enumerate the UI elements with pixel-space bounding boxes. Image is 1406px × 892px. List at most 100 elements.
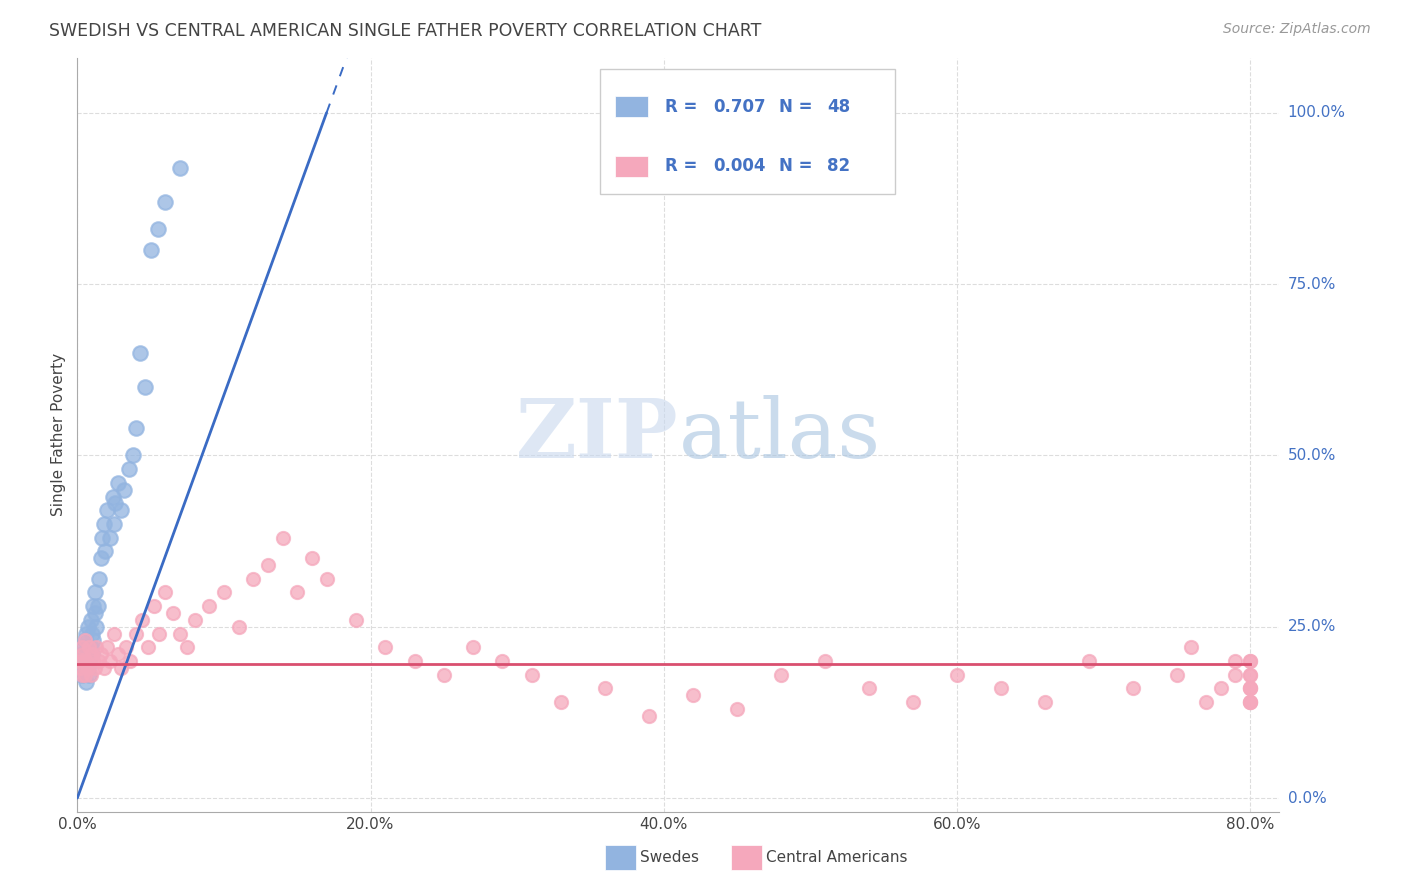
Point bbox=[374, 640, 396, 655]
Point bbox=[125, 626, 148, 640]
Point bbox=[1239, 681, 1261, 696]
Point bbox=[98, 654, 121, 668]
Point bbox=[129, 345, 152, 359]
Point bbox=[1239, 654, 1261, 668]
Point bbox=[1180, 640, 1202, 655]
Point bbox=[79, 667, 101, 681]
Point bbox=[86, 640, 108, 655]
Point bbox=[90, 647, 112, 661]
Point bbox=[75, 674, 97, 689]
Point bbox=[491, 654, 513, 668]
Point bbox=[77, 654, 100, 668]
Point bbox=[82, 633, 104, 648]
Point bbox=[433, 667, 456, 681]
Point bbox=[69, 661, 91, 675]
Point bbox=[148, 626, 170, 640]
Point bbox=[1195, 695, 1218, 709]
Text: Source: ZipAtlas.com: Source: ZipAtlas.com bbox=[1223, 22, 1371, 37]
Point bbox=[107, 475, 129, 490]
Point bbox=[73, 633, 96, 648]
Point bbox=[70, 647, 93, 661]
Point bbox=[75, 626, 97, 640]
Point bbox=[344, 613, 367, 627]
Point bbox=[96, 503, 118, 517]
Point bbox=[131, 613, 153, 627]
Point bbox=[77, 667, 100, 681]
Point bbox=[1239, 681, 1261, 696]
Point bbox=[242, 572, 264, 586]
Point bbox=[70, 667, 93, 681]
Text: 0.004: 0.004 bbox=[713, 157, 766, 176]
Text: 48: 48 bbox=[828, 97, 851, 116]
Point bbox=[1239, 654, 1261, 668]
Point bbox=[103, 516, 125, 531]
Text: 75.0%: 75.0% bbox=[1288, 277, 1336, 292]
Point bbox=[101, 490, 124, 504]
Text: N =: N = bbox=[779, 97, 818, 116]
Point bbox=[70, 640, 93, 655]
Point bbox=[72, 654, 94, 668]
Text: 82: 82 bbox=[828, 157, 851, 176]
Point bbox=[110, 503, 132, 517]
Point bbox=[76, 661, 98, 675]
Point bbox=[76, 620, 98, 634]
Point bbox=[990, 681, 1012, 696]
Point bbox=[1239, 695, 1261, 709]
Point bbox=[1239, 681, 1261, 696]
Point bbox=[125, 421, 148, 435]
Text: atlas: atlas bbox=[679, 395, 880, 475]
Point bbox=[70, 667, 93, 681]
Point bbox=[271, 531, 294, 545]
Point bbox=[73, 667, 96, 681]
Point bbox=[1033, 695, 1056, 709]
Point bbox=[550, 695, 572, 709]
Point bbox=[285, 585, 308, 599]
Point bbox=[155, 194, 177, 209]
Point bbox=[107, 647, 129, 661]
Point bbox=[91, 531, 114, 545]
Point bbox=[77, 640, 100, 655]
Point bbox=[301, 551, 323, 566]
Point bbox=[162, 606, 184, 620]
Point bbox=[114, 640, 136, 655]
Point bbox=[112, 483, 135, 497]
Point bbox=[72, 647, 94, 661]
Point bbox=[146, 222, 169, 236]
FancyBboxPatch shape bbox=[600, 70, 894, 194]
Point bbox=[1225, 654, 1247, 668]
Point bbox=[315, 572, 337, 586]
Point bbox=[901, 695, 924, 709]
Point bbox=[1239, 667, 1261, 681]
Point bbox=[89, 654, 111, 668]
Point bbox=[1239, 695, 1261, 709]
Point bbox=[90, 551, 112, 566]
FancyBboxPatch shape bbox=[614, 156, 648, 177]
Text: 0.0%: 0.0% bbox=[1288, 790, 1326, 805]
Point bbox=[134, 380, 156, 394]
Point bbox=[87, 599, 110, 614]
Point bbox=[117, 462, 139, 476]
Point bbox=[76, 661, 98, 675]
Point bbox=[93, 516, 115, 531]
Point bbox=[1122, 681, 1144, 696]
Point bbox=[86, 620, 108, 634]
Point bbox=[84, 661, 107, 675]
Point bbox=[84, 585, 107, 599]
FancyBboxPatch shape bbox=[614, 96, 648, 117]
Point bbox=[73, 661, 96, 675]
Point bbox=[72, 654, 94, 668]
Text: Central Americans: Central Americans bbox=[766, 850, 908, 864]
Text: 100.0%: 100.0% bbox=[1288, 105, 1346, 120]
Point bbox=[104, 496, 127, 510]
Point bbox=[69, 661, 91, 675]
Point bbox=[73, 633, 96, 648]
Point bbox=[80, 647, 103, 661]
Text: R =: R = bbox=[665, 97, 703, 116]
Text: 25.0%: 25.0% bbox=[1288, 619, 1336, 634]
Text: Swedes: Swedes bbox=[640, 850, 699, 864]
Point bbox=[80, 647, 103, 661]
Point bbox=[946, 667, 969, 681]
Point bbox=[769, 667, 792, 681]
Point bbox=[94, 544, 117, 558]
Point bbox=[80, 626, 103, 640]
